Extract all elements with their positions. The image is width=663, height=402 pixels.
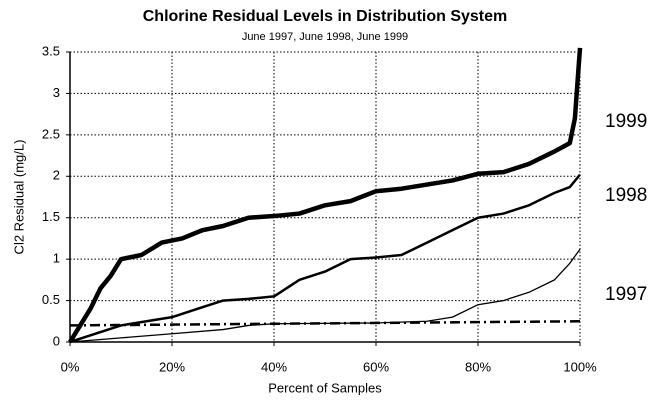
chart-subtitle: June 1997, June 1998, June 1999 bbox=[242, 31, 408, 43]
series-label: 1999 bbox=[605, 111, 647, 132]
series-line bbox=[69, 320, 581, 327]
series-line bbox=[68, 47, 583, 344]
y-tick-label: 3 bbox=[53, 85, 60, 100]
series-line bbox=[69, 173, 581, 344]
x-tick-label: 60% bbox=[363, 359, 389, 374]
x-tick-label: 100% bbox=[563, 359, 597, 374]
y-tick-label: 3.5 bbox=[42, 43, 60, 58]
y-tick-label: 1.5 bbox=[42, 209, 60, 224]
series-label: 1998 bbox=[605, 185, 647, 206]
y-axis-label: Cl2 Residual (mg/L) bbox=[11, 140, 26, 255]
x-tick-label: 20% bbox=[159, 359, 185, 374]
y-tick-label: 2.5 bbox=[42, 126, 60, 141]
series-line bbox=[69, 248, 581, 343]
x-tick-label: 80% bbox=[465, 359, 491, 374]
y-tick-label: 2 bbox=[53, 168, 60, 183]
chart-title: Chlorine Residual Levels in Distribution… bbox=[143, 8, 508, 25]
y-tick-label: 0 bbox=[53, 333, 60, 348]
y-tick-label: 1 bbox=[53, 251, 60, 266]
y-tick-label: 0.5 bbox=[42, 292, 60, 307]
x-tick-label: 0% bbox=[61, 359, 80, 374]
x-tick-label: 40% bbox=[261, 359, 287, 374]
series-label: 1997 bbox=[605, 284, 647, 305]
x-axis-label: Percent of Samples bbox=[268, 380, 382, 395]
